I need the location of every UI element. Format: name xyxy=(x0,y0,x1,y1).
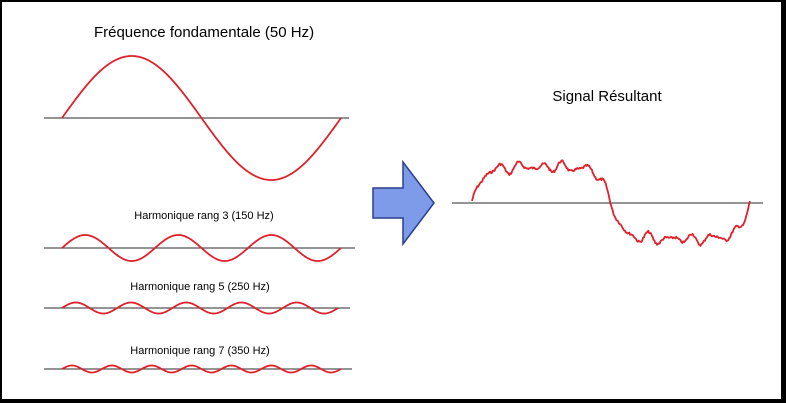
result-wave xyxy=(471,159,751,247)
harmonic-7-panel: Harmonique rang 7 (350 Hz) xyxy=(44,345,352,374)
result-title: Signal Résultant xyxy=(552,88,662,105)
harmonic-5-title: Harmonique rang 5 (250 Hz) xyxy=(130,281,269,293)
harmonic-7-wave xyxy=(61,364,342,374)
harmonic-5-panel: Harmonique rang 5 (250 Hz) xyxy=(44,281,350,315)
fundamental-panel: Fréquence fondamentale (50 Hz) xyxy=(44,24,349,181)
sum-arrow-icon xyxy=(372,159,435,247)
harmonic-3-wave xyxy=(61,234,342,262)
harmonic-7-title: Harmonique rang 7 (350 Hz) xyxy=(130,345,269,357)
fundamental-wave xyxy=(61,55,342,181)
harmonic-3-panel: Harmonique rang 3 (150 Hz) xyxy=(44,210,355,262)
fundamental-title: Fréquence fondamentale (50 Hz) xyxy=(94,24,314,41)
result-panel: Signal Résultant xyxy=(452,88,763,247)
harmonic-3-title: Harmonique rang 3 (150 Hz) xyxy=(134,210,273,222)
harmonic-5-wave xyxy=(61,301,339,315)
